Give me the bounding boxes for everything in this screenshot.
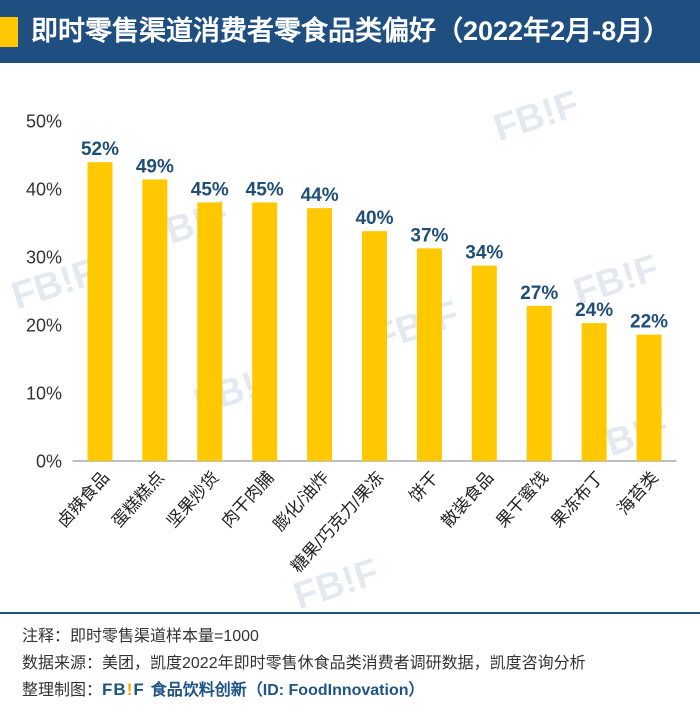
watermark: FB!F	[489, 83, 584, 150]
data-label: 49%	[136, 156, 174, 177]
y-tick-label: 30%	[26, 248, 62, 268]
bar	[307, 208, 333, 461]
bar	[526, 305, 552, 461]
title-banner: 即时零售渠道消费者零食品类偏好（2022年2月-8月）	[0, 0, 700, 63]
x-tick-label: 卤辣食品	[53, 468, 113, 531]
title-accent-block	[0, 17, 18, 47]
data-label: 52%	[81, 139, 119, 160]
data-label: 24%	[575, 300, 613, 321]
data-label: 27%	[520, 283, 558, 304]
chart-title: 即时零售渠道消费者零食品类偏好（2022年2月-8月）	[31, 16, 671, 46]
bar-series	[87, 162, 662, 462]
data-label: 45%	[191, 179, 229, 200]
footer-credit: 整理制图：FB!F 食品饮料创新（ID: FoodInnovation）	[22, 680, 425, 700]
bar	[471, 265, 497, 461]
y-axis: 0% 10% 20% 30% 40% 50%	[26, 112, 677, 472]
x-tick-label: 果干蜜饯	[493, 468, 553, 531]
x-tick-label: 果冻布丁	[547, 468, 607, 531]
footer-note: 注释：即时零售渠道样本量=1000	[22, 628, 259, 645]
bar	[362, 231, 387, 461]
data-label: 34%	[465, 243, 503, 264]
bar	[197, 202, 223, 461]
logo-part-fb: FB	[102, 680, 127, 699]
footer-divider	[0, 612, 700, 614]
y-tick-label: 0%	[36, 452, 62, 472]
credit-name: 食品饮料创新（ID: FoodInnovation）	[150, 682, 425, 699]
x-tick-label: 饼干	[406, 468, 443, 506]
data-label: 44%	[301, 185, 339, 206]
y-tick-label: 10%	[26, 384, 62, 404]
data-label: 40%	[355, 208, 393, 229]
y-tick-label: 50%	[26, 112, 62, 132]
logo-part-mark: !	[126, 680, 134, 699]
bar	[416, 248, 442, 461]
data-label: 45%	[246, 179, 284, 200]
fbif-logo: FB!F	[102, 680, 145, 699]
x-tick-label: 海苔类	[614, 468, 662, 519]
footer-source: 数据来源：美团，凯度2022年即时零售休食品类消费者调研数据，凯度咨询分析	[22, 655, 586, 672]
x-tick-label: 蛋糕糕点	[108, 468, 168, 531]
data-label: 22%	[630, 312, 668, 333]
bar	[581, 323, 607, 461]
x-tick-label: 肉干肉脯	[218, 468, 278, 531]
credit-label: 整理制图：	[22, 682, 103, 699]
y-tick-label: 40%	[26, 180, 62, 200]
x-tick-label: 坚果炒货	[163, 468, 223, 531]
bar	[142, 179, 168, 462]
x-tick-label: 散装食品	[438, 468, 498, 531]
y-tick-label: 20%	[26, 316, 62, 336]
bar	[636, 334, 662, 461]
bar	[252, 202, 278, 461]
bar	[87, 162, 113, 461]
logo-part-f: F	[133, 680, 145, 699]
data-label: 37%	[410, 225, 448, 246]
